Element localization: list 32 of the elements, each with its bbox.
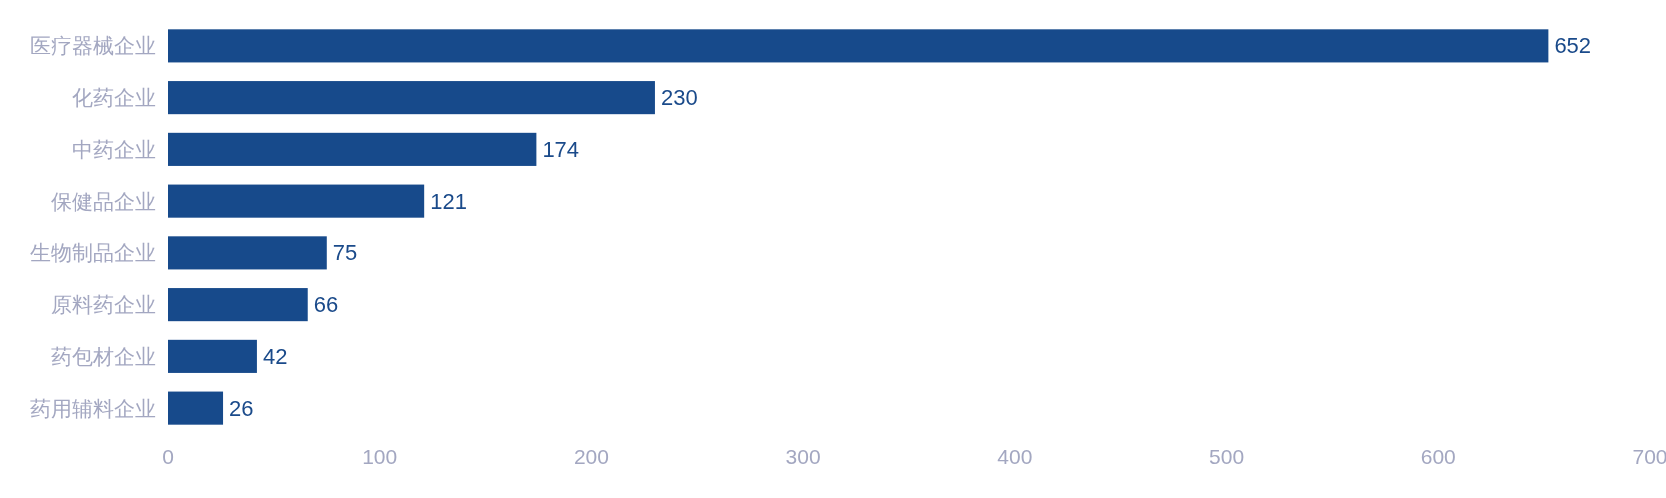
bar (168, 29, 1549, 63)
data-label: 75 (332, 240, 358, 266)
x-tick-label: 300 (785, 444, 821, 468)
bar (168, 81, 655, 115)
y-tick-label: 药包材企业 (51, 344, 156, 368)
data-label: 230 (660, 85, 698, 111)
bar (168, 288, 308, 322)
y-tick-label: 保健品企业 (51, 189, 156, 213)
x-tick-label: 700 (1632, 444, 1666, 468)
bar (168, 391, 224, 425)
y-tick-label: 原料药企业 (51, 293, 156, 317)
y-tick-label: 医疗器械企业 (30, 34, 156, 58)
data-label: 26 (229, 395, 254, 421)
data-label: 121 (430, 188, 467, 214)
x-tick-label: 400 (997, 444, 1033, 468)
x-tick-label: 600 (1420, 444, 1456, 468)
data-label: 42 (262, 343, 288, 369)
data-label: 652 (1554, 33, 1592, 59)
x-tick-label: 100 (362, 444, 398, 468)
bar (168, 132, 537, 166)
x-tick-label: 500 (1209, 444, 1245, 468)
data-label: 174 (542, 136, 580, 162)
bar (168, 184, 425, 218)
y-tick-label: 中药企业 (72, 137, 156, 161)
y-tick-label: 化药企业 (72, 86, 156, 110)
bar (168, 236, 327, 270)
y-tick-label: 药用辅料企业 (30, 396, 156, 420)
x-tick-label: 0 (162, 444, 174, 468)
data-label: 66 (313, 292, 339, 318)
x-tick-label: 200 (573, 444, 609, 468)
y-tick-label: 生物制品企业 (30, 241, 156, 265)
bar (168, 339, 257, 373)
